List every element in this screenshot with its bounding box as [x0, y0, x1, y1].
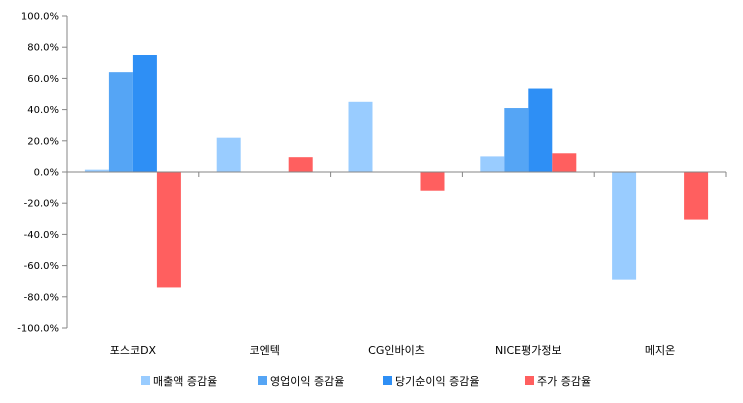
bar: [288, 157, 313, 172]
bar: [84, 169, 109, 172]
y-tick-label: 40.0%: [27, 105, 59, 116]
y-tick-label: 60.0%: [27, 74, 59, 85]
y-tick-label: -100.0%: [17, 324, 59, 335]
bar: [348, 101, 373, 172]
bar: [612, 172, 637, 280]
legend-label: 당기순이익 증감율: [395, 375, 479, 388]
category-label: 메지온: [645, 344, 675, 357]
legend: 매출액 증감율 영업이익 증감율 당기순이익 증감율 주가 증감율: [141, 375, 591, 388]
y-tick-label: 100.0%: [21, 12, 59, 23]
y-tick-label: -20.0%: [24, 199, 59, 210]
y-tick-label: -80.0%: [24, 292, 59, 303]
category-label: NICE평가정보: [495, 344, 562, 357]
legend-label: 영업이익 증감율: [270, 375, 344, 388]
legend-label: 매출액 증감율: [153, 375, 217, 388]
bar: [108, 72, 133, 172]
y-tick-label: -60.0%: [24, 261, 59, 272]
bar: [420, 172, 445, 191]
bar: [216, 137, 241, 172]
bar: [132, 55, 157, 172]
legend-swatch: [141, 376, 150, 385]
y-axis: 100.0% 80.0% 60.0% 40.0% 20.0% 0.0% -20.0% -40.…: [17, 12, 68, 335]
legend-swatch: [383, 376, 392, 385]
y-tick-label: 0.0%: [34, 168, 59, 179]
y-tick-label: 20.0%: [27, 136, 59, 147]
y-tick-label: -40.0%: [24, 230, 59, 241]
x-axis: 포스코DX 코엔텍 CG인바이츠 NICE평가정보 메지온: [66, 171, 727, 357]
y-tick-label: 80.0%: [27, 43, 59, 54]
bar: [156, 172, 181, 288]
bar: [480, 156, 505, 172]
category-label: CG인바이츠: [368, 344, 425, 357]
legend-label: 주가 증감율: [537, 375, 591, 388]
category-label: 포스코DX: [110, 344, 157, 357]
legend-swatch: [258, 376, 267, 385]
bars: [84, 55, 709, 288]
bar: [504, 108, 529, 172]
bar: [528, 88, 553, 172]
bar: [684, 172, 709, 220]
legend-swatch: [525, 376, 534, 385]
category-label: 코엔텍: [250, 344, 280, 357]
bar: [552, 153, 577, 172]
